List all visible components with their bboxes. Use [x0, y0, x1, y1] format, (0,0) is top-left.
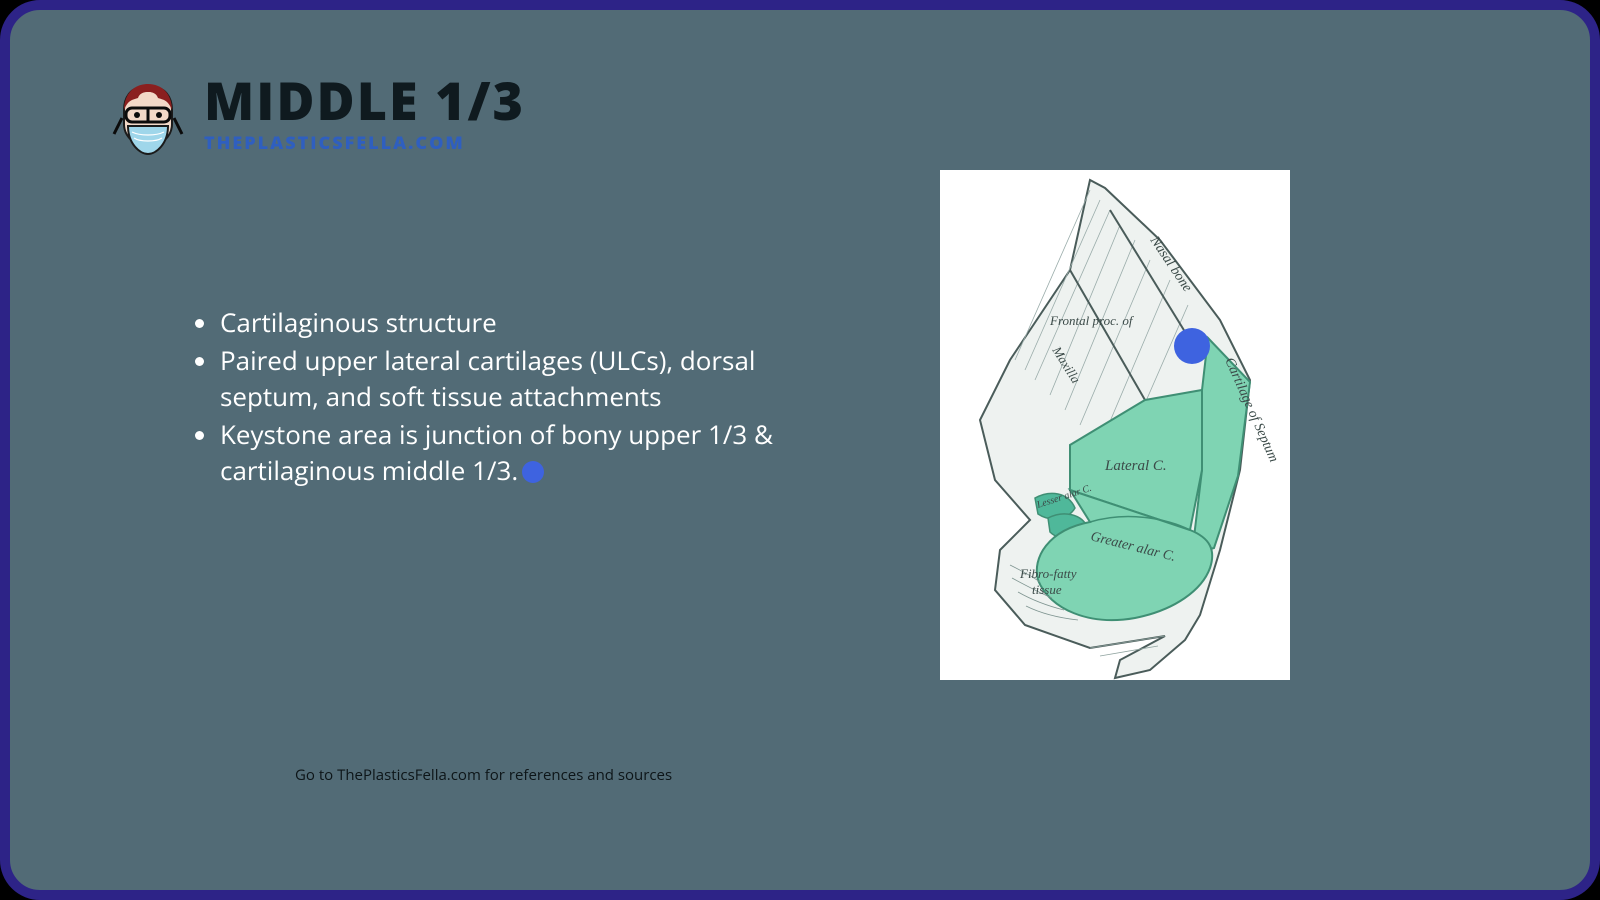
- label-lateral-c: Lateral C.: [1104, 458, 1167, 474]
- keystone-marker-icon: [1174, 328, 1210, 364]
- slide-subtitle: THEPLASTICSFELLA.COM: [204, 131, 525, 155]
- list-item: Cartilaginous structure: [220, 305, 780, 341]
- list-item: Paired upper lateral cartilages (ULCs), …: [220, 343, 780, 415]
- footer-note: Go to ThePlasticsFella.com for reference…: [295, 765, 672, 785]
- nasal-anatomy-diagram: Nasal bone Frontal proc. of Maxilla Cart…: [940, 170, 1290, 680]
- list-item: Keystone area is junction of bony upper …: [220, 417, 780, 489]
- bullet-list: Cartilaginous structure Paired upper lat…: [190, 305, 780, 490]
- logo-icon: [110, 80, 186, 164]
- bullet-text: Keystone area is junction of bony upper …: [220, 416, 773, 488]
- nasal-anatomy-svg: Nasal bone Frontal proc. of Maxilla Cart…: [940, 170, 1290, 680]
- slide-frame: MIDDLE 1/3 THEPLASTICSFELLA.COM Cartilag…: [0, 0, 1600, 900]
- slide-header: MIDDLE 1/3 THEPLASTICSFELLA.COM: [110, 80, 525, 164]
- keystone-marker-icon: [522, 461, 544, 483]
- bullet-text: Paired upper lateral cartilages (ULCs), …: [220, 342, 755, 414]
- label-frontal-proc: Frontal proc. of: [1049, 313, 1135, 328]
- slide-title: MIDDLE 1/3: [204, 74, 525, 129]
- title-block: MIDDLE 1/3 THEPLASTICSFELLA.COM: [204, 80, 525, 155]
- bullet-text: Cartilaginous structure: [220, 304, 497, 340]
